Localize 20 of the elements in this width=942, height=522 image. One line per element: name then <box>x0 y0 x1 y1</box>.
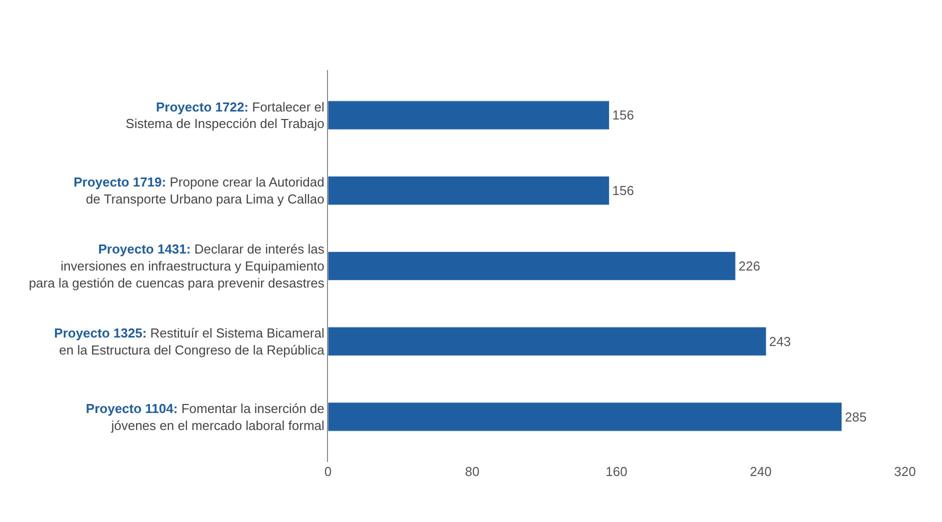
data-label: 226 <box>738 258 760 274</box>
x-tick-label: 240 <box>750 464 772 479</box>
y-tick-label: Proyecto 1104: Fomentar la inserción de jóvenes en el mercado laboral formal <box>86 400 325 433</box>
y-tick-label: Proyecto 1325: Restituír el Sistema Bicameral en la Estructura del Congreso de la República <box>54 325 326 358</box>
data-label: 156 <box>612 183 634 198</box>
data-label: 243 <box>769 334 791 349</box>
y-tick-label: Proyecto 1719: Propone crear la Autoridad de Transporte Urbano para Lima y Callao <box>74 174 324 207</box>
bar <box>328 326 766 356</box>
x-tick-label: 320 <box>894 464 916 479</box>
data-label: 285 <box>844 409 867 424</box>
x-tick-label: 0 <box>324 464 332 479</box>
y-tick-label: Proyecto 1431: Declarar de interés las inversiones en infraestructura y Equipamiento para la gestión de cuencas para prevenir desastres <box>28 242 325 290</box>
bar <box>328 176 610 206</box>
x-tick-label: 160 <box>606 464 628 479</box>
bar <box>328 251 736 281</box>
bar <box>328 402 842 432</box>
y-tick-label: Proyecto 1722: Fortalecer el Sistema de Inspección del Trabajo <box>126 99 324 132</box>
data-label: 156 <box>612 108 634 123</box>
bar <box>328 100 610 130</box>
x-tick-label: 80 <box>465 464 480 479</box>
